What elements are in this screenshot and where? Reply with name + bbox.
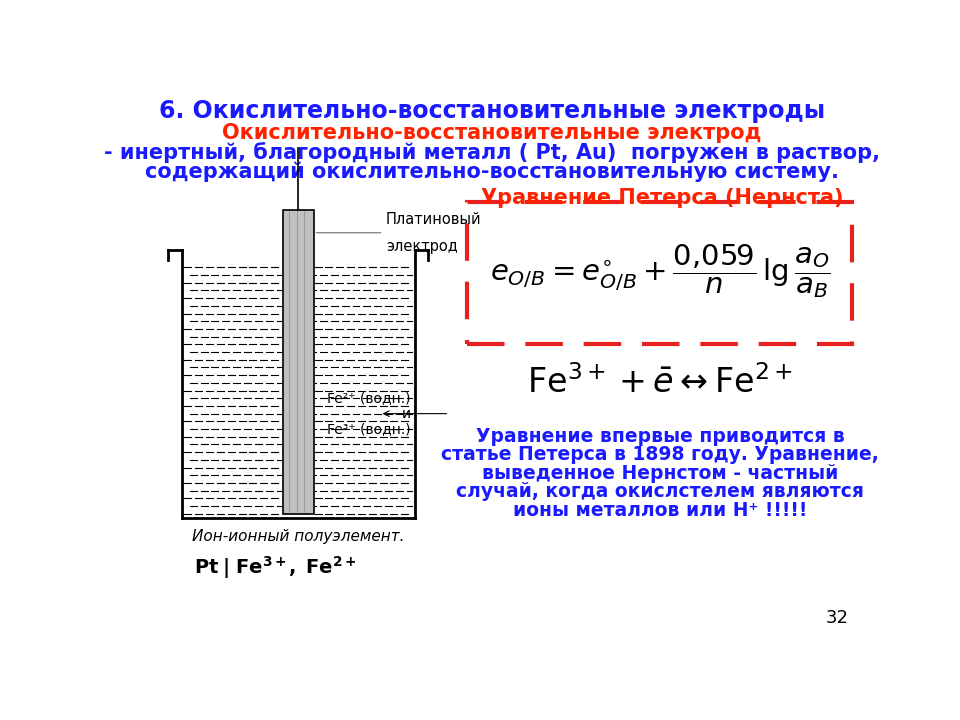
Text: $\mathrm{Fe}^{3+} + \bar{e} \leftrightarrow \mathrm{Fe}^{2+}$: $\mathrm{Fe}^{3+} + \bar{e} \leftrightar… — [527, 366, 793, 400]
Text: Окислительно-восстановительные электрод: Окислительно-восстановительные электрод — [223, 123, 761, 143]
Text: - инертный, благородный металл ( Pt, Au)  погружен в раствор,: - инертный, благородный металл ( Pt, Au)… — [104, 142, 880, 163]
Text: $e_{O/B} = e^{\circ}_{O/B} + \dfrac{0{,}059}{n}\,\mathrm{lg}\,\dfrac{a_O}{a_B}$: $e_{O/B} = e^{\circ}_{O/B} + \dfrac{0{,}… — [490, 242, 830, 300]
Text: Ион-ионный полуэлемент.: Ион-ионный полуэлемент. — [192, 529, 404, 544]
Text: Платиновый: Платиновый — [386, 212, 482, 227]
Text: Fe²⁺ (водн.): Fe²⁺ (водн.) — [327, 391, 411, 405]
Text: случай, когда окислстелем являются: случай, когда окислстелем являются — [456, 482, 864, 501]
Text: и: и — [401, 407, 411, 420]
Text: Fe³⁺ (водн.): Fe³⁺ (водн.) — [327, 422, 411, 436]
Text: содержащий окислительно-восстановительную систему.: содержащий окислительно-восстановительну… — [145, 162, 839, 182]
Text: 6. Окислительно-восстановительные электроды: 6. Окислительно-восстановительные электр… — [159, 99, 825, 124]
Bar — [283, 210, 314, 514]
Text: электрод: электрод — [386, 239, 458, 254]
Text: 32: 32 — [826, 609, 849, 627]
Text: статье Петерса в 1898 году. Уравнение,: статье Петерса в 1898 году. Уравнение, — [442, 445, 879, 464]
FancyBboxPatch shape — [468, 202, 852, 344]
Text: Уравнение Петерса (Нернста): Уравнение Петерса (Нернста) — [481, 188, 844, 208]
Text: выведенное Нернстом - частный: выведенное Нернстом - частный — [482, 464, 838, 482]
Text: Уравнение впервые приводится в: Уравнение впервые приводится в — [476, 427, 845, 446]
Text: $\mathbf{Pt\;|\;Fe^{3+},\;Fe^{2+}}$: $\mathbf{Pt\;|\;Fe^{3+},\;Fe^{2+}}$ — [194, 554, 356, 582]
Text: ионы металлов или Н⁺ !!!!!: ионы металлов или Н⁺ !!!!! — [513, 500, 807, 520]
